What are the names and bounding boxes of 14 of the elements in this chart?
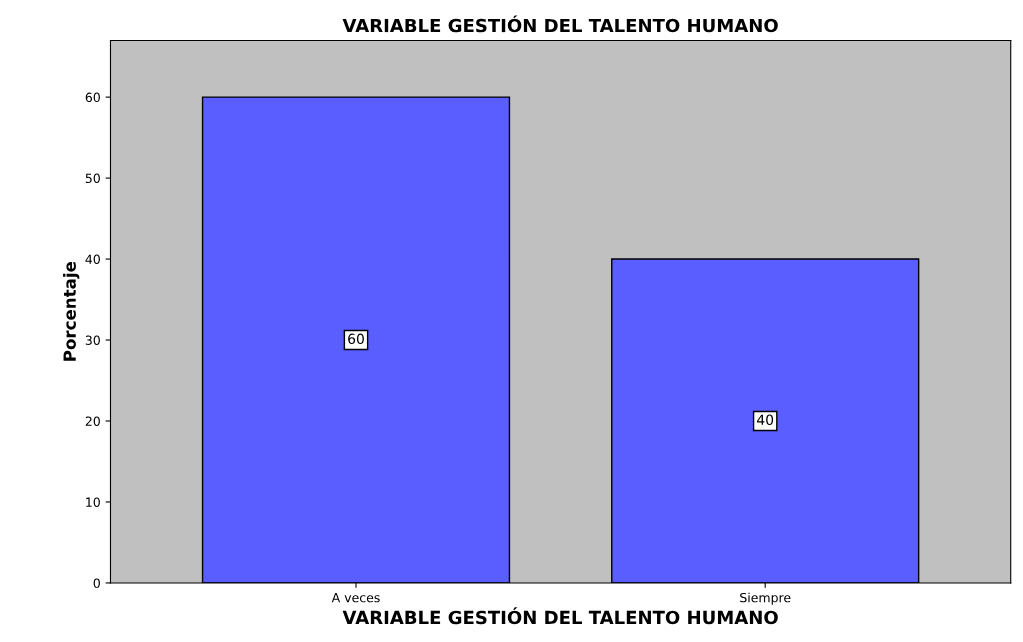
x-tick-label: Siempre	[740, 592, 791, 605]
y-axis-title: Porcentaje	[63, 261, 80, 361]
chart-title: VARIABLE GESTIÓN DEL TALENTO HUMANO	[342, 15, 778, 33]
y-tick-label: 60	[85, 92, 100, 103]
y-tick-label: 20	[85, 416, 100, 426]
y-tick-label: 50	[85, 173, 100, 184]
y-tick-label: 10	[86, 497, 100, 507]
x-axis-title: VARIABLE GESTIÓN DEL TALENTO HUMANO	[342, 607, 778, 625]
data-label: 60	[348, 333, 364, 345]
y-tick-label: 30	[85, 335, 100, 345]
data-label: 40	[757, 414, 774, 426]
y-tick-label: 0	[93, 578, 100, 588]
x-tick-label: A veces	[331, 593, 380, 603]
y-tick-label: 40	[85, 254, 100, 264]
